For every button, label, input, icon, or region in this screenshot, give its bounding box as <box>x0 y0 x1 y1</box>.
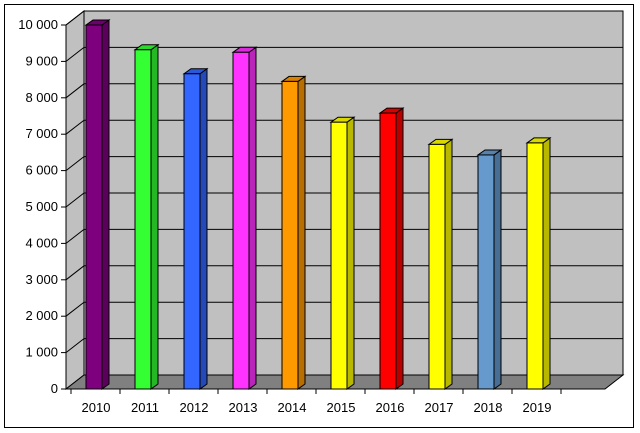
y-tick-label: 2 000 <box>25 308 58 323</box>
gridline <box>65 83 623 99</box>
x-tick-label: 2011 <box>131 400 159 415</box>
bar-front <box>134 49 152 390</box>
gridline <box>65 119 623 135</box>
bar-front <box>232 51 250 390</box>
bar-side <box>395 107 404 390</box>
bar-front <box>183 73 201 390</box>
bar-side <box>101 19 110 390</box>
bar <box>525 136 552 390</box>
bar-side <box>444 138 453 390</box>
x-tick-label: 2010 <box>82 400 111 415</box>
y-tick-label: 0 <box>51 381 58 396</box>
x-tick-label: 2014 <box>278 400 307 415</box>
bar <box>231 46 258 390</box>
bar <box>182 67 209 390</box>
gridline <box>65 10 623 26</box>
y-tick-label: 4 000 <box>25 235 58 250</box>
bar-front <box>428 143 446 390</box>
bar-side <box>346 116 355 390</box>
y-tick-label: 9 000 <box>25 53 58 68</box>
bar-front <box>330 121 348 390</box>
y-tick-label: 10 000 <box>18 17 58 32</box>
bar <box>378 107 405 390</box>
x-tick-label: 2017 <box>425 400 454 415</box>
bar-side <box>297 75 306 390</box>
bar <box>280 75 307 390</box>
bar-front <box>477 154 495 390</box>
bar <box>476 148 503 390</box>
bar-side <box>150 43 159 390</box>
bar-side <box>542 136 551 390</box>
y-tick-label: 3 000 <box>25 272 58 287</box>
y-tick-label: 7 000 <box>25 126 58 141</box>
x-tick-label: 2016 <box>376 400 405 415</box>
y-tick-label: 5 000 <box>25 199 58 214</box>
x-tick-label: 2012 <box>180 400 209 415</box>
y-tick-label: 6 000 <box>25 163 58 178</box>
bar-side <box>199 67 208 390</box>
bar-side <box>248 46 257 390</box>
y-tick-label: 8 000 <box>25 90 58 105</box>
bar-front <box>85 24 103 390</box>
bar-front <box>281 80 299 390</box>
x-tick-label: 2019 <box>523 400 552 415</box>
bar <box>84 19 111 390</box>
bar-front <box>379 112 397 390</box>
gridline <box>65 46 623 62</box>
bar <box>427 138 454 390</box>
x-tick-label: 2018 <box>474 400 503 415</box>
bar <box>329 116 356 390</box>
bar <box>133 43 160 390</box>
x-tick-label: 2015 <box>327 400 356 415</box>
bar-front <box>526 142 544 390</box>
x-tick-label: 2013 <box>229 400 258 415</box>
y-tick-label: 1 000 <box>25 345 58 360</box>
bar-side <box>493 148 502 390</box>
